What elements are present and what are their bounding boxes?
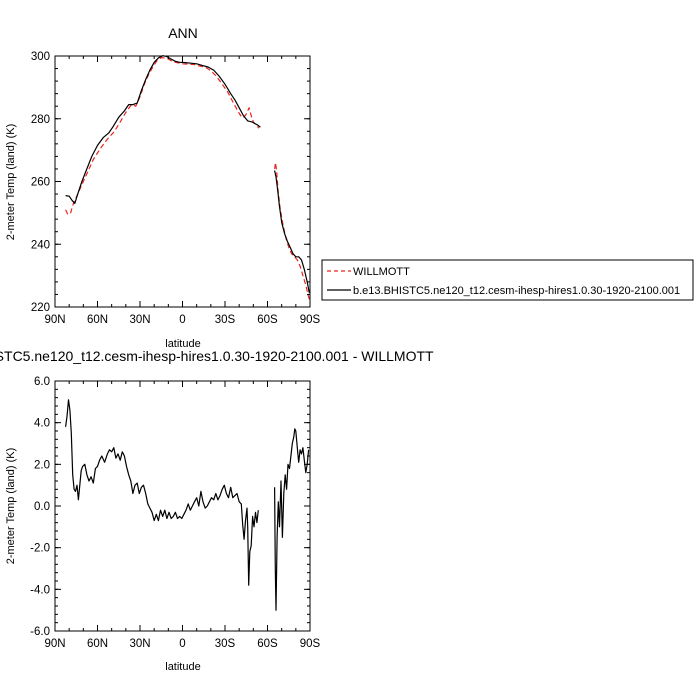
y-tick-label: 6.0	[34, 376, 50, 388]
panel1-ylabel: 2-meter Temp (land) (K)	[5, 124, 17, 241]
y-tick-label: 2.0	[34, 459, 50, 471]
y-tick-label: -4.0	[30, 584, 50, 596]
series-1-line-segment-0	[65, 55, 261, 205]
x-tick-label: 30N	[129, 638, 150, 650]
x-tick-label: 60N	[87, 314, 108, 326]
x-tick-label: 90N	[44, 638, 65, 650]
y-tick-label: 300	[31, 51, 50, 63]
panel1-frame	[54, 55, 311, 308]
bottom-panel: b.e13.BHISTC5.ne120_t12.cesm-ihesp-hires…	[0, 348, 434, 673]
x-tick-label: 90S	[300, 638, 321, 650]
x-tick-label: 0	[179, 638, 185, 650]
legend-label-willmott: WILLMOTT	[353, 266, 410, 278]
y-tick-label: 0.0	[34, 501, 50, 513]
series-0-line-segment-1	[274, 428, 310, 611]
panel1-title: ANN	[168, 25, 198, 41]
series-0-line-segment-0	[65, 399, 259, 586]
x-tick-label: 0	[179, 314, 185, 326]
panel1-xlabel: latitude	[165, 338, 200, 350]
series-0-line-segment-0	[65, 56, 260, 215]
y-tick-label: 240	[31, 239, 50, 251]
panel1-lines	[65, 55, 310, 300]
top-panel: ANN 90N 60N 30N 0 30S 60S 90S 220 240 260 280 300 l…	[5, 25, 694, 350]
y-tick-label: 280	[31, 114, 50, 126]
x-tick-label: 30N	[129, 314, 150, 326]
x-tick-label: 30S	[215, 314, 236, 326]
panel1-ticks: 90N 60N 30N 0 30S 60S 90S 220 240 260 280 300	[31, 51, 321, 326]
x-tick-label: 60S	[257, 638, 278, 650]
x-tick-label: 60S	[257, 314, 278, 326]
panel2-ticks: 90N 60N 30N 0 30S 60S 90S -6.0 -4.0 -2.0 0.0 2.0 4.0…	[30, 376, 320, 650]
x-tick-label: 60N	[87, 638, 108, 650]
y-tick-label: -6.0	[30, 626, 50, 638]
panel2-frame	[54, 380, 311, 632]
panel2-lines	[65, 399, 310, 611]
legend: WILLMOTT b.e13.BHISTC5.ne120_t12.cesm-ih…	[321, 259, 694, 301]
panel2-ylabel: 2-meter Temp (land) (K)	[5, 448, 17, 565]
x-tick-label: 90S	[300, 314, 321, 326]
x-tick-label: 30S	[215, 638, 236, 650]
x-tick-label: 90N	[44, 314, 65, 326]
legend-label-model: b.e13.BHISTC5.ne120_t12.cesm-ihesp-hires…	[353, 285, 680, 297]
y-tick-label: 4.0	[34, 418, 50, 430]
y-tick-label: -2.0	[30, 543, 50, 555]
series-0-line-segment-1	[274, 162, 310, 300]
panel2-title: b.e13.BHISTC5.ne120_t12.cesm-ihesp-hires…	[0, 348, 434, 364]
y-tick-label: 260	[31, 177, 50, 189]
panel2-xlabel: latitude	[165, 661, 200, 673]
legend-box	[321, 259, 694, 301]
y-tick-label: 220	[31, 302, 50, 314]
series-1-line-segment-1	[274, 170, 310, 294]
